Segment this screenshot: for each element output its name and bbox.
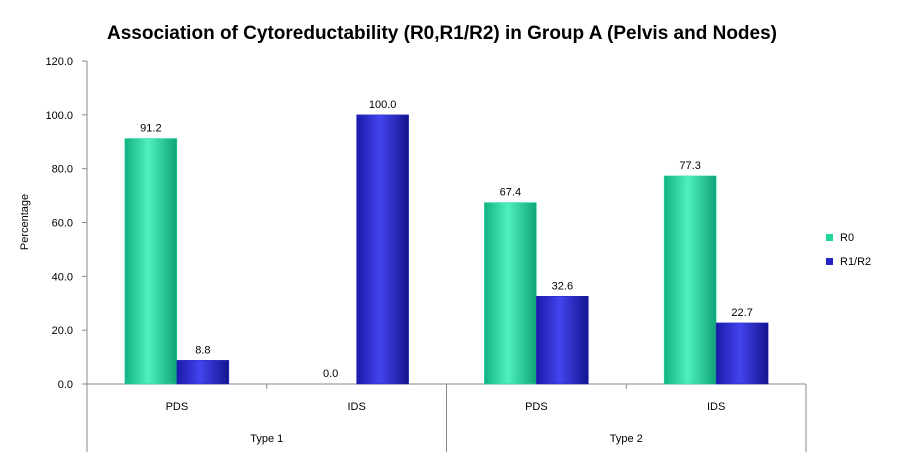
data-label: 22.7 <box>731 307 752 319</box>
y-tick-label: 40.0 <box>52 271 73 283</box>
legend-label: R1/R2 <box>840 256 871 268</box>
bar-r1-r2 <box>176 360 230 385</box>
legend-swatch <box>826 234 833 241</box>
bar-r0 <box>124 138 178 385</box>
y-tick-label: 20.0 <box>52 325 73 337</box>
x-tick-labels: Type 1 Type 2 PDS IDS PDS IDS <box>166 401 726 445</box>
data-label: 77.3 <box>679 160 700 172</box>
x-tick-label: PDS <box>525 401 548 413</box>
x-tick-label: IDS <box>347 401 365 413</box>
x-group-label: Type 1 <box>250 433 283 445</box>
y-axis-label: Percentage <box>19 194 31 250</box>
y-tick-label: 100.0 <box>45 110 73 122</box>
y-tick-label: 120.0 <box>45 56 73 68</box>
legend-label: R0 <box>840 232 854 244</box>
data-label: 32.6 <box>552 280 573 292</box>
y-tick-label: 60.0 <box>52 218 73 230</box>
bar-r1-r2 <box>536 296 589 385</box>
legend: R0 R1/R2 <box>826 232 871 268</box>
data-label: 0.0 <box>323 368 338 380</box>
legend-swatch <box>826 258 833 265</box>
x-tick-label: IDS <box>707 401 725 413</box>
chart-title: Association of Cytoreductability (R0,R1/… <box>107 23 777 44</box>
bar-r1-r2 <box>715 322 769 385</box>
data-label: 67.4 <box>500 187 521 199</box>
x-tick-label: PDS <box>166 401 189 413</box>
bar-r0 <box>663 175 717 385</box>
y-tick-label: 80.0 <box>52 164 73 176</box>
data-label: 8.8 <box>195 344 210 356</box>
bar-r1-r2 <box>356 114 409 385</box>
data-label: 100.0 <box>369 99 397 111</box>
bar-r0 <box>484 202 537 385</box>
data-labels: 91.2 0.0 67.4 77.3 8.8 100.0 32.6 22.7 <box>140 99 753 380</box>
y-tick-label: 0.0 <box>58 379 73 391</box>
bars <box>124 114 769 385</box>
data-label: 91.2 <box>140 123 161 135</box>
x-group-label: Type 2 <box>610 433 643 445</box>
